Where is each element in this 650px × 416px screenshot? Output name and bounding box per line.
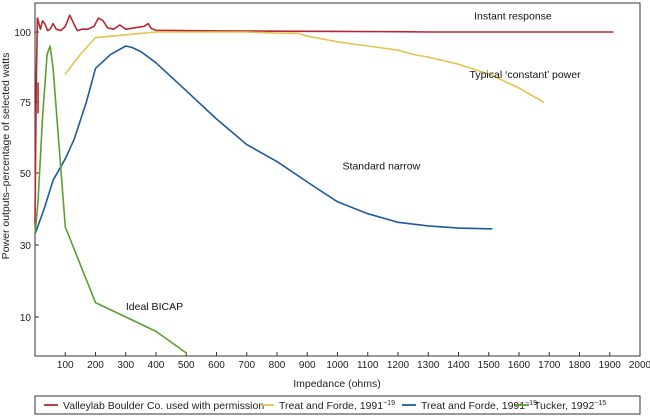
x-tick-label: 900 (299, 360, 316, 371)
series-line-4 (34, 45, 188, 354)
x-tick-label: 1300 (417, 360, 440, 371)
x-axis-label: Impedance (ohms) (293, 378, 381, 390)
legend: Valleylab Boulder Co. used with permissi… (34, 395, 641, 415)
legend-superscript: −19 (383, 400, 395, 407)
x-tick-label: 1400 (447, 360, 470, 371)
x-tick-label: 1800 (568, 360, 591, 371)
x-tick-label: 1600 (508, 360, 531, 371)
series-line-2 (64, 31, 545, 103)
series-annotation: Standard narrow (343, 161, 421, 173)
legend-box (34, 395, 641, 415)
series-annotation: Typical ‘constant’ power (470, 69, 582, 81)
x-tick-label: 800 (269, 360, 286, 371)
legend-superscript: −19 (525, 400, 537, 407)
x-tick-label: 1900 (599, 360, 622, 371)
x-tick-label: 1000 (326, 360, 349, 371)
series-layer (34, 14, 614, 354)
x-tick-label: 1700 (538, 360, 561, 371)
legend-superscript: −15 (594, 400, 606, 407)
legend-label-4: Tucker, 1992−15 (534, 400, 606, 412)
x-tick-label: 500 (178, 360, 195, 371)
x-tick-label: 1100 (357, 360, 379, 371)
x-tick-label: 200 (87, 360, 104, 371)
y-tick-label: 75 (20, 98, 32, 109)
x-tick-label: 600 (208, 360, 225, 371)
legend-label-2: Treat and Forde, 1991−19 (279, 400, 395, 412)
axes: 100 200 300 400 500 600 700 800 900 1000 1100 1200 1… (14, 2, 650, 371)
x-tick-label: 100 (57, 360, 74, 371)
x-tick-label: 700 (238, 360, 255, 371)
y-tick-label: 30 (20, 241, 32, 252)
legend-label-1: Valleylab Boulder Co. used with permissi… (63, 400, 264, 412)
series-line-3 (34, 45, 493, 235)
x-tick-label: 1500 (478, 360, 501, 371)
annotation-layer: Instant response Typical ‘constant’ power… (126, 10, 581, 312)
x-tick-label: 300 (117, 360, 134, 371)
series-line-1 (34, 14, 614, 225)
y-axis-label: Power outputs–percentage of selected wat… (0, 53, 12, 260)
series-annotation: Instant response (474, 10, 552, 22)
legend-label-3: Treat and Forde, 1991−19 (421, 400, 537, 412)
y-tick-label: 100 (14, 28, 31, 39)
x-tick-label: 400 (148, 360, 165, 371)
y-tick-label: 50 (20, 169, 32, 180)
x-tick-label: 1200 (387, 360, 410, 371)
series-annotation: Ideal BICAP (126, 301, 183, 313)
x-tick-label: 2000 (629, 360, 650, 371)
y-tick-label: 10 (20, 313, 32, 324)
